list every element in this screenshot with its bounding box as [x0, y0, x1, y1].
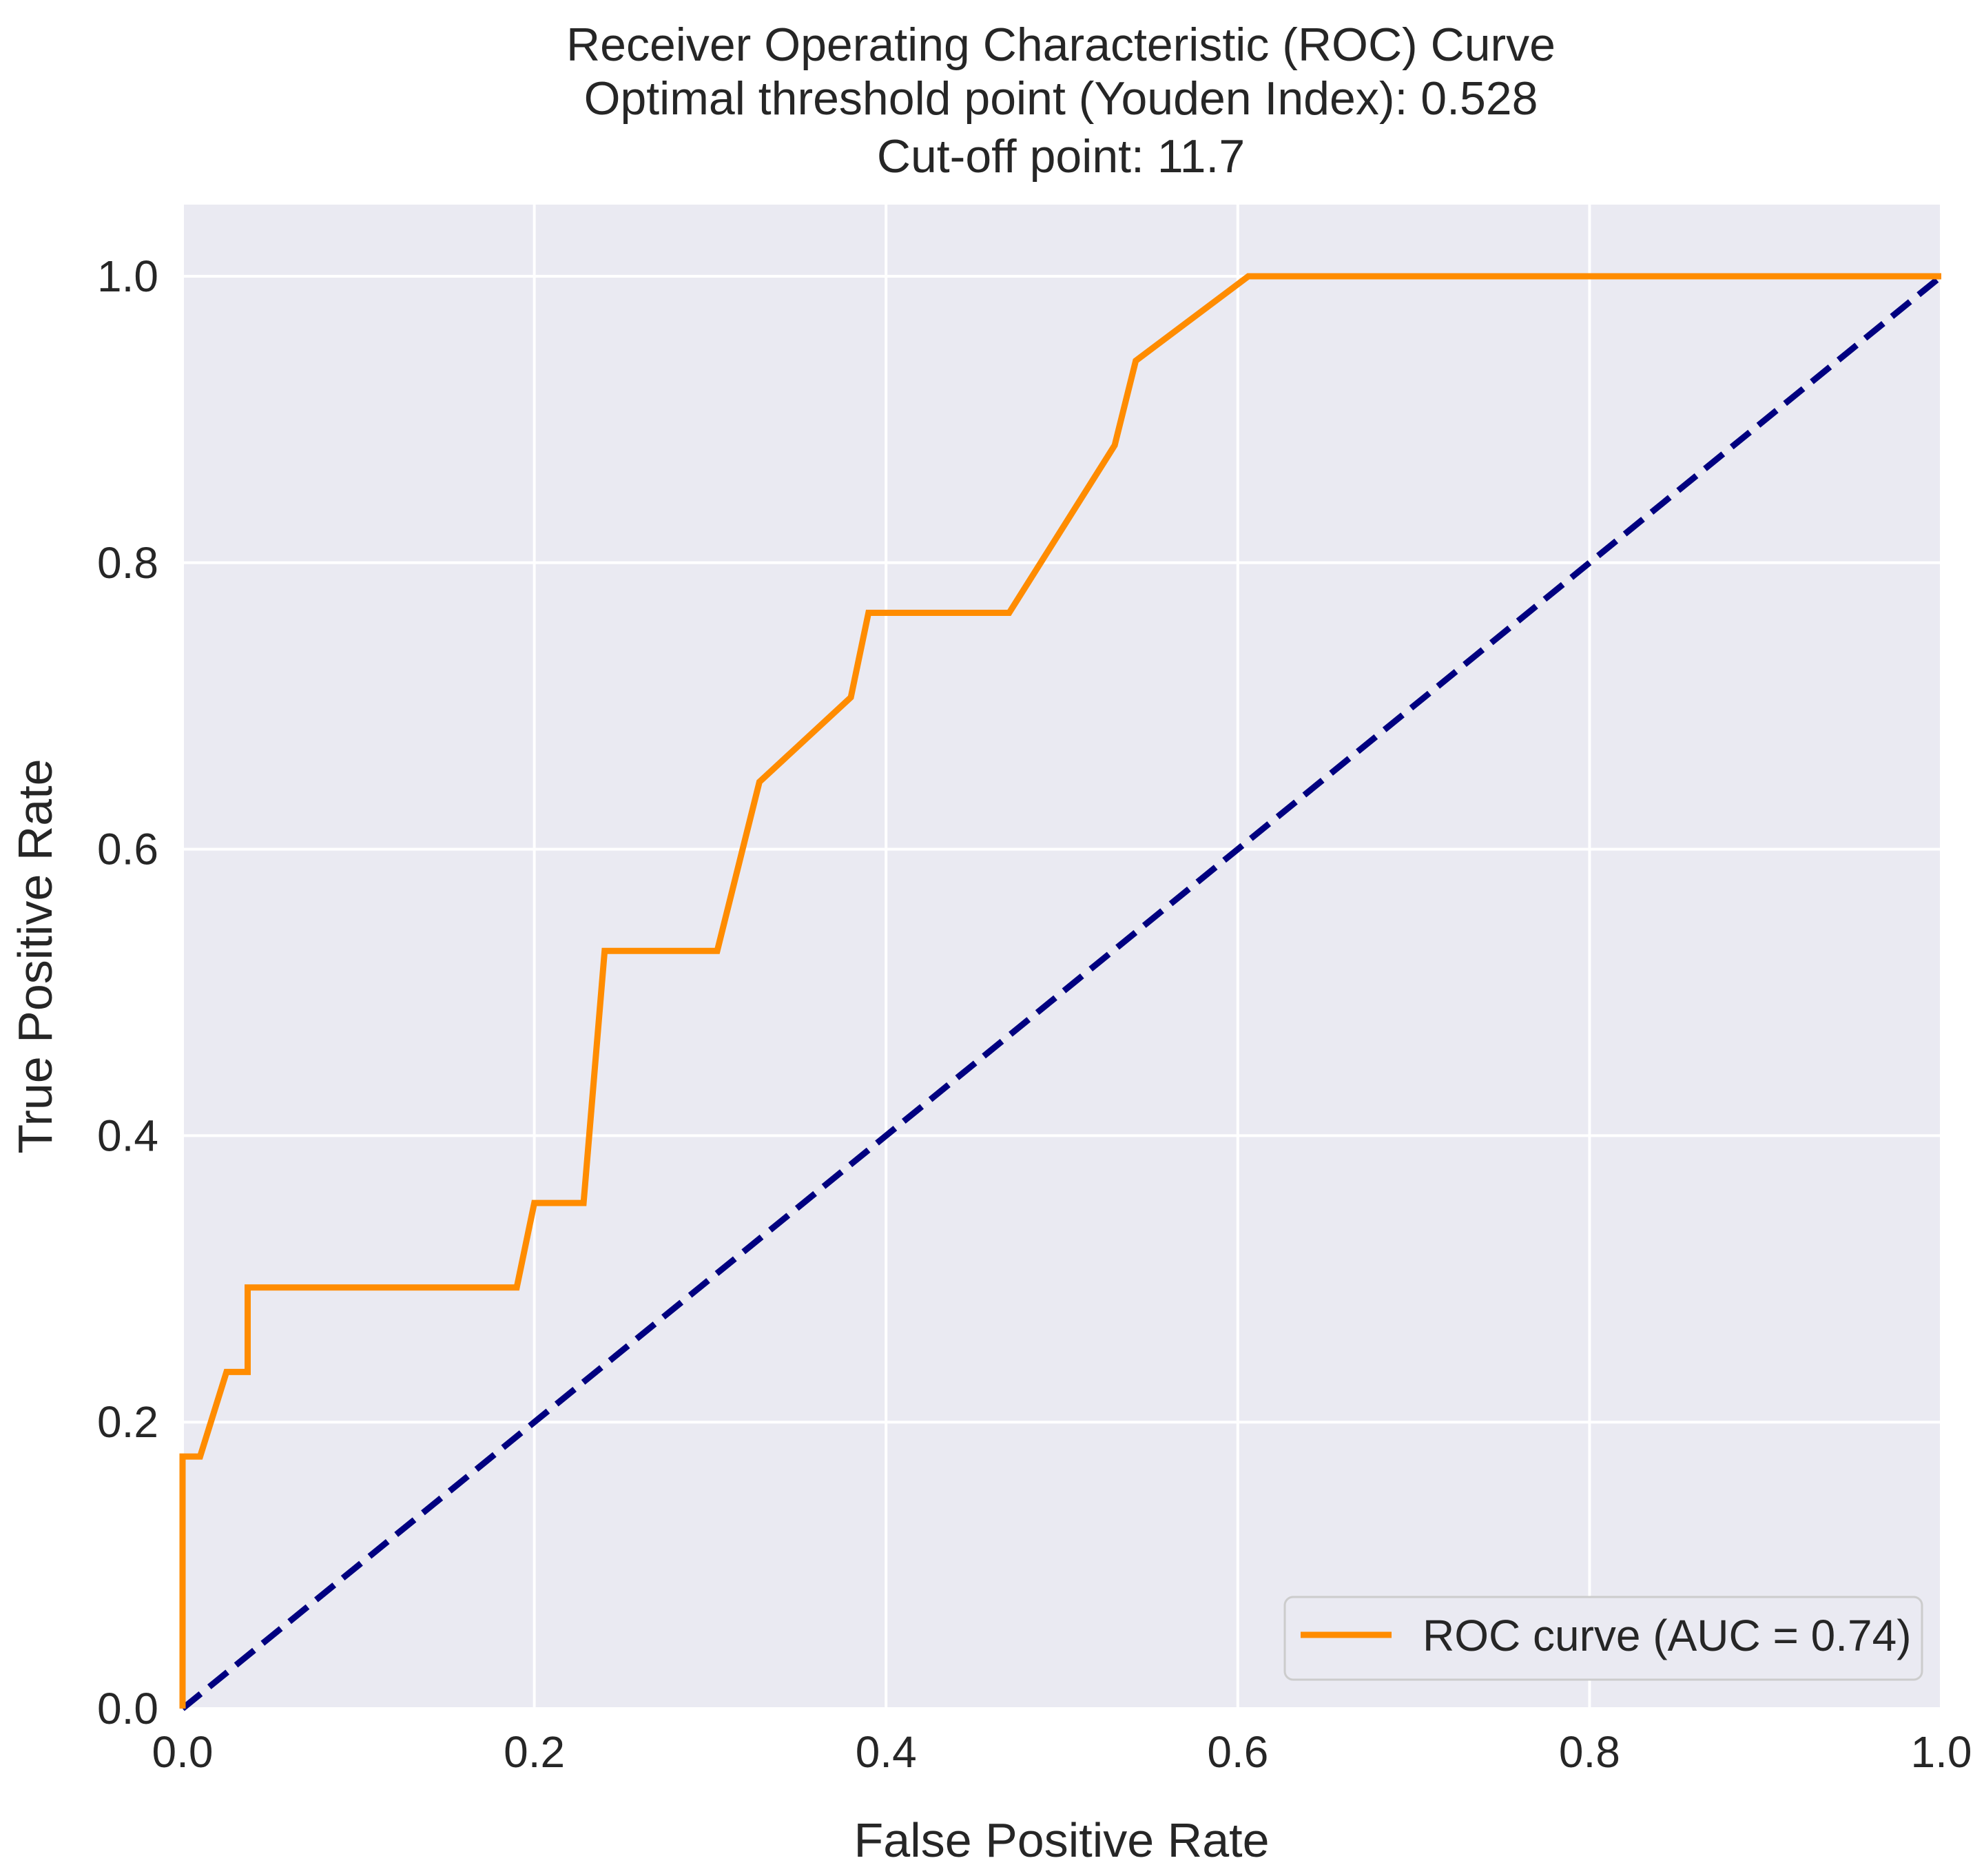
x-tick-labels: 0.0 0.2 0.4 0.6 0.8 1.0	[152, 1727, 1972, 1777]
y-tick-label: 0.6	[97, 825, 158, 874]
x-tick-label: 1.0	[1911, 1727, 1972, 1777]
roc-curve-line	[179, 273, 1941, 1709]
x-tick-label: 0.6	[1207, 1727, 1268, 1777]
legend: ROC curve (AUC = 0.74)	[1283, 1596, 1923, 1681]
x-tick-label: 0.4	[856, 1727, 917, 1777]
series-layer	[179, 273, 1943, 1711]
x-tick-label: 0.0	[152, 1727, 214, 1777]
legend-label-roc: ROC curve (AUC = 0.74)	[1423, 1611, 1912, 1660]
y-axis-label: True Positive Rate	[8, 759, 62, 1153]
y-tick-label: 0.2	[97, 1397, 158, 1447]
chart-title: Receiver Operating Characteristic (ROC) …	[566, 19, 1556, 71]
y-tick-labels: 0.0 0.2 0.4 0.6 0.8 1.0	[97, 251, 158, 1733]
x-axis-label: False Positive Rate	[854, 1813, 1269, 1867]
y-tick-label: 0.8	[97, 538, 158, 588]
grid-lines	[181, 205, 1943, 1710]
chart-subtitle-cutoff: Cut-off point: 11.7	[877, 130, 1245, 183]
legend-box	[1283, 1596, 1923, 1681]
x-tick-label: 0.8	[1559, 1727, 1620, 1777]
chart-subtitle-threshold: Optimal threshold point (Youden Index): …	[584, 72, 1538, 125]
x-tick-label: 0.2	[504, 1727, 565, 1777]
y-tick-label: 0.0	[97, 1684, 158, 1733]
y-tick-label: 0.4	[97, 1111, 158, 1160]
plot-area	[183, 205, 1941, 1709]
y-tick-label: 1.0	[97, 251, 158, 301]
